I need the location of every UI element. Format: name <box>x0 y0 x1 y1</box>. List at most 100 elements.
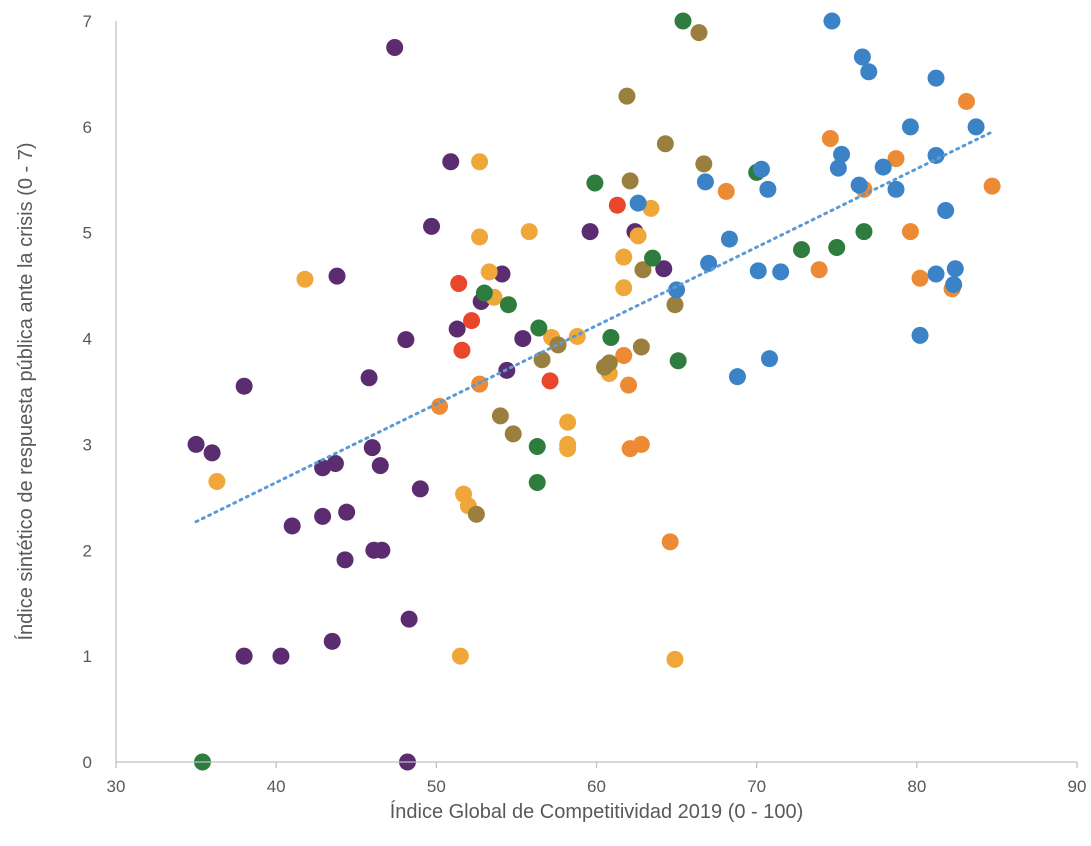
data-point <box>656 135 674 153</box>
data-point <box>669 352 687 370</box>
y-axis-title: Índice sintético de respuesta pública an… <box>14 142 37 640</box>
data-point <box>450 275 468 293</box>
data-point <box>642 199 660 217</box>
x-tick-label: 60 <box>587 777 606 796</box>
data-point <box>821 130 839 148</box>
data-point <box>945 276 963 294</box>
x-axis-title: Índice Global de Competitividad 2019 (0 … <box>390 800 804 823</box>
data-point <box>602 329 620 347</box>
data-point <box>850 176 868 194</box>
trendline <box>194 129 996 524</box>
data-point <box>620 376 638 394</box>
x-tick-label: 80 <box>907 777 926 796</box>
x-tick-label: 50 <box>427 777 446 796</box>
data-point <box>549 336 567 354</box>
data-point <box>400 610 418 628</box>
data-point <box>480 263 498 281</box>
data-point <box>632 435 650 453</box>
data-point <box>514 330 532 348</box>
data-point <box>717 182 735 200</box>
data-point <box>467 505 485 523</box>
data-point <box>448 320 466 338</box>
data-point <box>491 407 509 425</box>
data-point <box>855 223 873 241</box>
data-point <box>874 158 892 176</box>
data-point <box>235 647 253 665</box>
data-point <box>644 249 662 267</box>
data-point <box>296 270 314 288</box>
data-point <box>629 194 647 212</box>
data-point <box>323 632 341 650</box>
data-point <box>504 425 522 443</box>
data-point <box>451 647 469 665</box>
x-tick-label: 70 <box>747 777 766 796</box>
data-point <box>752 160 770 178</box>
data-point <box>828 239 846 257</box>
data-point <box>314 459 332 477</box>
data-point <box>927 146 945 164</box>
data-point <box>208 472 226 490</box>
data-point <box>957 92 975 110</box>
y-tick-label: 6 <box>83 118 92 137</box>
data-point <box>314 507 332 525</box>
data-point <box>272 647 290 665</box>
data-point <box>901 118 919 136</box>
data-point <box>927 69 945 87</box>
x-tick-label: 90 <box>1068 777 1087 796</box>
data-point <box>690 24 708 42</box>
data-point <box>338 503 356 521</box>
data-point <box>326 454 344 472</box>
data-point <box>629 227 647 245</box>
data-point <box>937 201 955 219</box>
data-point <box>749 262 767 280</box>
data-point <box>983 177 1001 195</box>
data-point <box>283 517 301 535</box>
data-point <box>759 180 777 198</box>
data-point <box>618 87 636 105</box>
data-point <box>674 12 692 30</box>
data-point <box>423 217 441 235</box>
data-point <box>541 372 559 390</box>
data-point <box>586 174 604 192</box>
data-point <box>581 223 599 241</box>
data-point <box>463 312 481 330</box>
data-point <box>411 480 429 498</box>
data-point <box>967 118 985 136</box>
data-point <box>608 196 626 214</box>
y-tick-label: 0 <box>83 753 92 772</box>
data-point <box>499 296 517 314</box>
data-point <box>833 145 851 163</box>
data-point <box>235 377 253 395</box>
data-point <box>528 438 546 456</box>
data-point <box>661 533 679 551</box>
data-point <box>559 413 577 431</box>
data-point <box>621 172 639 190</box>
data-point <box>823 12 841 30</box>
x-tick-label: 40 <box>267 777 286 796</box>
data-points <box>187 12 1001 771</box>
data-point <box>695 155 713 173</box>
data-point <box>860 63 878 81</box>
data-point <box>453 341 471 359</box>
data-point <box>696 173 714 191</box>
data-point <box>655 260 673 278</box>
x-tick-label: 30 <box>107 777 126 796</box>
data-point <box>373 541 391 559</box>
data-point <box>442 153 460 171</box>
data-point <box>336 551 354 569</box>
data-point <box>720 230 738 248</box>
y-tick-label: 7 <box>83 12 92 31</box>
y-tick-label: 3 <box>83 435 92 454</box>
data-point <box>431 397 449 415</box>
data-point <box>520 223 538 241</box>
data-point <box>371 457 389 475</box>
data-point <box>615 279 633 297</box>
data-point <box>666 650 684 668</box>
data-point <box>853 48 871 66</box>
data-point <box>700 254 718 272</box>
data-point <box>632 338 650 356</box>
data-point <box>772 263 790 281</box>
data-point <box>901 223 919 241</box>
y-tick-label: 1 <box>83 647 92 666</box>
